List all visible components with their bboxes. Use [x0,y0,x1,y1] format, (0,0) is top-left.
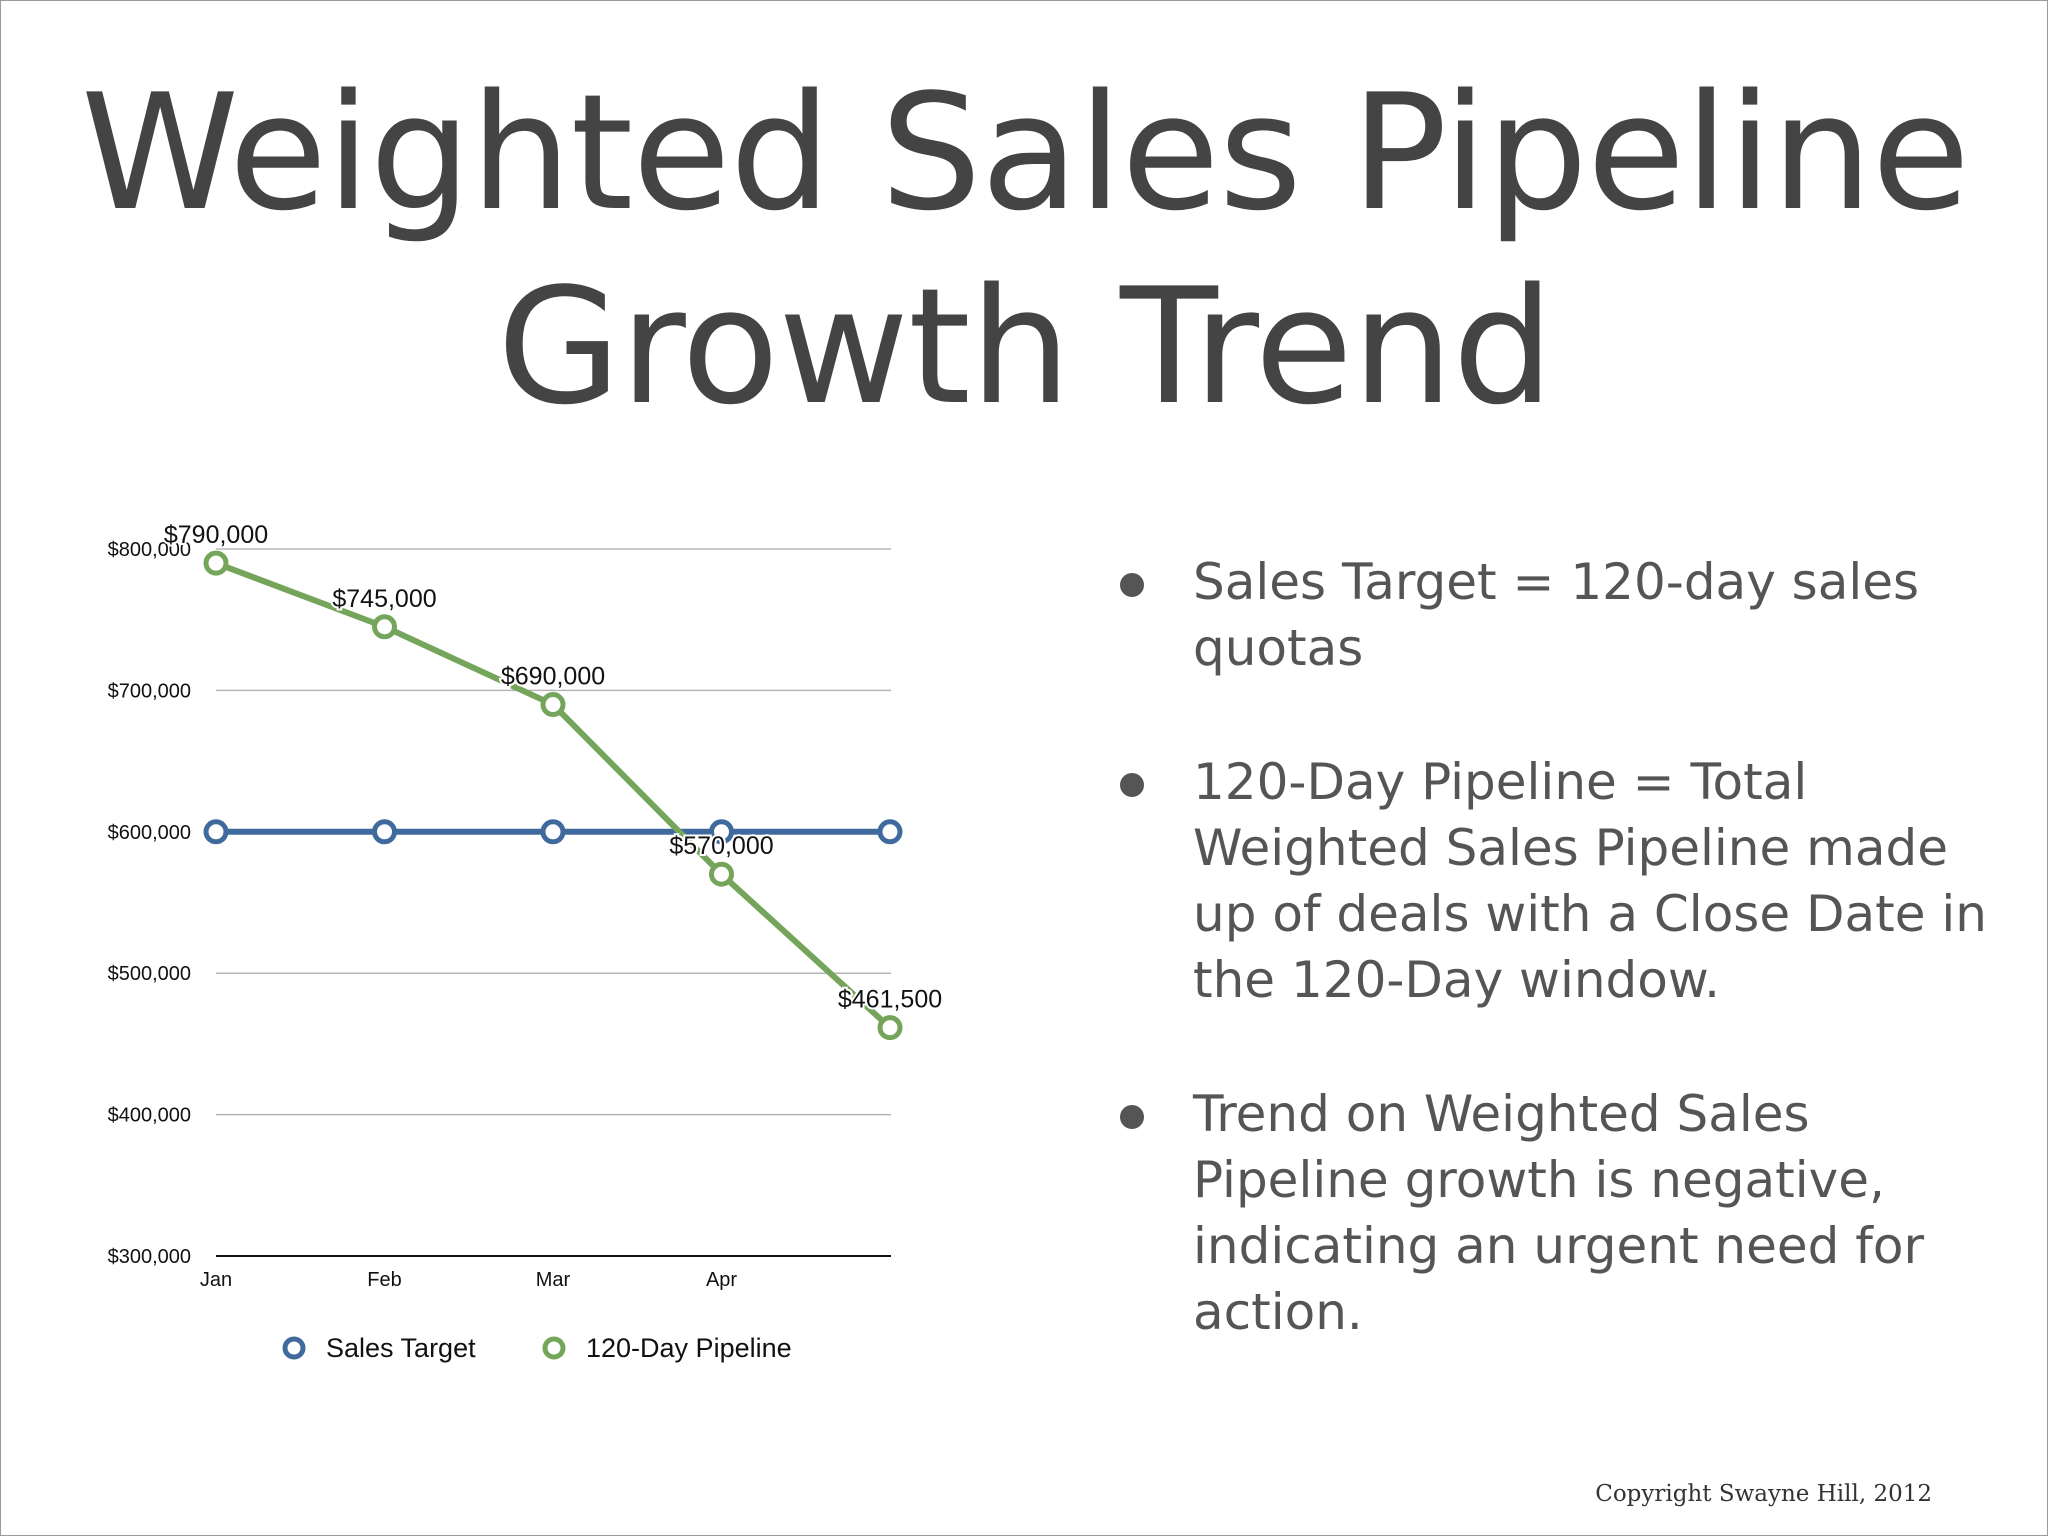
y-tick-label: $500,000 [108,963,191,985]
data-point-0 [877,819,903,845]
x-tick-label: Mar [536,1269,571,1291]
data-label: $461,500 [838,986,942,1014]
bullet-trend-note: Trend on Weighted Sales Pipeline growth … [1111,1081,2011,1345]
series-line-1 [213,560,893,1031]
legend-marker [542,1336,566,1360]
legend-marker [282,1336,306,1360]
line-chart: $300,000 $400,000 $500,000 $600,000 $700,000… [108,519,945,1363]
bullet-list: Sales Target = 120-day sales quotas 120-… [1111,549,2011,1413]
slide-title: Weighted Sales Pipeline Growth Trend [1,56,2048,444]
data-label: $570,000 [669,832,773,860]
y-tick-label: $800,000 [108,539,191,561]
data-point-1 [877,1015,903,1041]
title-line-1: Weighted Sales Pipeline [80,59,1970,246]
data-point-0 [203,819,229,845]
legend-label: Sales Target [326,1333,476,1363]
x-tick-label: Feb [367,1269,401,1291]
data-point-0 [372,819,397,845]
x-tick-label: Jan [200,1269,232,1291]
data-label: $790,000 [164,521,268,549]
copyright-notice: Copyright Swayne Hill, 2012 [1595,1481,1932,1507]
data-point-1 [372,614,397,640]
y-tick-label: $400,000 [108,1105,191,1127]
data-point-1 [203,550,229,576]
data-point-1 [709,861,734,887]
bullet-sales-target: Sales Target = 120-day sales quotas [1111,549,2011,681]
y-tick-label: $600,000 [108,822,191,844]
data-point-0 [540,819,566,845]
legend-label: 120-Day Pipeline [586,1333,792,1363]
data-label: $745,000 [332,585,436,613]
y-tick-label: $700,000 [108,680,191,702]
title-line-2: Growth Trend [497,253,1554,440]
bullet-pipeline-definition: 120-Day Pipeline = Total Weighted Sales … [1111,749,2011,1013]
data-point-0 [709,819,734,845]
y-tick-label: $300,000 [108,1246,191,1268]
x-tick-label: Apr [706,1269,737,1291]
data-label: $690,000 [501,663,605,691]
data-point-1 [540,692,566,718]
